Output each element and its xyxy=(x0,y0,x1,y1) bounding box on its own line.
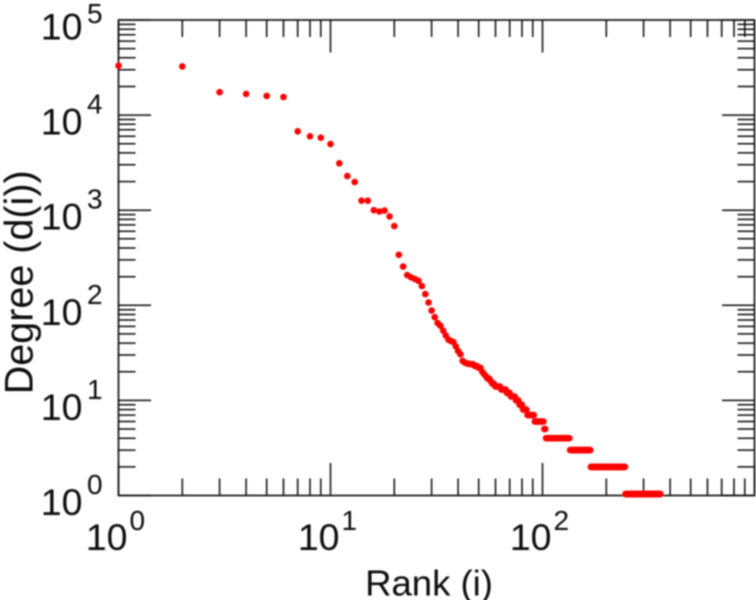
svg-text:Rank (i): Rank (i) xyxy=(365,563,493,601)
svg-text:0: 0 xyxy=(130,505,146,536)
svg-text:10: 10 xyxy=(41,196,83,238)
svg-text:Degree (d(i)): Degree (d(i)) xyxy=(0,170,41,394)
svg-text:2: 2 xyxy=(87,279,103,310)
svg-text:10: 10 xyxy=(510,516,552,558)
svg-text:2: 2 xyxy=(554,505,570,536)
svg-text:10: 10 xyxy=(86,516,128,558)
svg-text:10: 10 xyxy=(41,386,83,428)
svg-text:1: 1 xyxy=(87,374,103,405)
svg-text:0: 0 xyxy=(87,469,103,500)
svg-text:4: 4 xyxy=(87,89,103,120)
svg-text:10: 10 xyxy=(41,6,83,48)
svg-text:3: 3 xyxy=(87,184,103,215)
svg-text:5: 5 xyxy=(87,0,103,29)
svg-text:10: 10 xyxy=(298,516,340,558)
svg-text:10: 10 xyxy=(41,481,83,523)
svg-text:10: 10 xyxy=(41,101,83,143)
svg-text:1: 1 xyxy=(342,505,358,536)
svg-text:10: 10 xyxy=(41,291,83,333)
